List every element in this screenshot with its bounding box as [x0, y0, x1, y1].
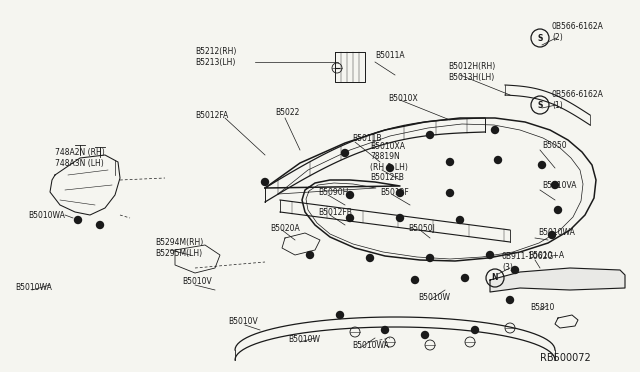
Text: B5010WA: B5010WA [538, 228, 575, 237]
Circle shape [262, 179, 269, 186]
Text: B5010WA: B5010WA [352, 341, 389, 350]
Text: 748A2N (RH)
748A3N (LH): 748A2N (RH) 748A3N (LH) [55, 148, 105, 168]
Circle shape [342, 150, 349, 157]
Circle shape [397, 215, 403, 221]
Circle shape [486, 251, 493, 259]
Circle shape [426, 131, 433, 138]
Circle shape [422, 331, 429, 339]
Circle shape [346, 215, 353, 221]
Text: 0B911-1062G
(3): 0B911-1062G (3) [502, 252, 554, 272]
Text: B5050: B5050 [542, 141, 566, 150]
Text: B5010+A: B5010+A [528, 250, 564, 260]
Text: S: S [538, 100, 543, 109]
Text: B5011A: B5011A [375, 51, 404, 60]
Text: S: S [538, 33, 543, 42]
Text: B5050J: B5050J [408, 224, 435, 232]
Text: B5010WA: B5010WA [28, 211, 65, 219]
Text: B5090H: B5090H [318, 187, 348, 196]
Circle shape [367, 254, 374, 262]
Text: B5010XA
78819N
(RH & LH)
B5012FB: B5010XA 78819N (RH & LH) B5012FB [370, 142, 408, 182]
Circle shape [74, 217, 81, 224]
Circle shape [552, 182, 559, 189]
Circle shape [461, 275, 468, 282]
Circle shape [307, 251, 314, 259]
Text: B5010V: B5010V [228, 317, 258, 327]
Circle shape [492, 126, 499, 134]
Text: RB500072: RB500072 [540, 353, 591, 363]
Circle shape [447, 158, 454, 166]
Text: B5010W: B5010W [418, 294, 450, 302]
Circle shape [426, 254, 433, 262]
Text: 0B566-6162A
(1): 0B566-6162A (1) [552, 90, 604, 110]
Text: B5020A: B5020A [270, 224, 300, 232]
Text: B5010V: B5010V [182, 278, 212, 286]
Circle shape [506, 296, 513, 304]
Circle shape [447, 189, 454, 196]
Text: B5010W: B5010W [288, 336, 320, 344]
Text: B5012FA: B5012FA [195, 110, 228, 119]
Text: B5010WA: B5010WA [15, 283, 52, 292]
Text: B5294M(RH)
B5295M(LH): B5294M(RH) B5295M(LH) [155, 238, 204, 258]
Circle shape [97, 221, 104, 228]
Circle shape [381, 327, 388, 334]
Text: B5012H(RH)
B5013H(LH): B5012H(RH) B5013H(LH) [448, 62, 495, 82]
Circle shape [412, 276, 419, 283]
Circle shape [548, 231, 556, 238]
Text: B5010VA: B5010VA [542, 180, 577, 189]
Polygon shape [490, 268, 625, 292]
Circle shape [495, 157, 502, 164]
Text: 0B566-6162A
(2): 0B566-6162A (2) [552, 22, 604, 42]
Text: B5011B: B5011B [352, 134, 381, 142]
Text: B5012F: B5012F [380, 187, 409, 196]
Circle shape [554, 206, 561, 214]
Text: N: N [492, 273, 499, 282]
Text: B5022: B5022 [275, 108, 300, 116]
Text: B5010X: B5010X [388, 93, 418, 103]
Circle shape [472, 327, 479, 334]
Circle shape [337, 311, 344, 318]
Text: B5212(RH)
B5213(LH): B5212(RH) B5213(LH) [195, 47, 236, 67]
Text: B5810: B5810 [530, 304, 554, 312]
Text: B5012FB: B5012FB [318, 208, 352, 217]
Circle shape [538, 161, 545, 169]
Circle shape [456, 217, 463, 224]
Circle shape [397, 189, 403, 196]
Circle shape [346, 192, 353, 199]
Circle shape [511, 266, 518, 273]
Circle shape [387, 164, 394, 171]
